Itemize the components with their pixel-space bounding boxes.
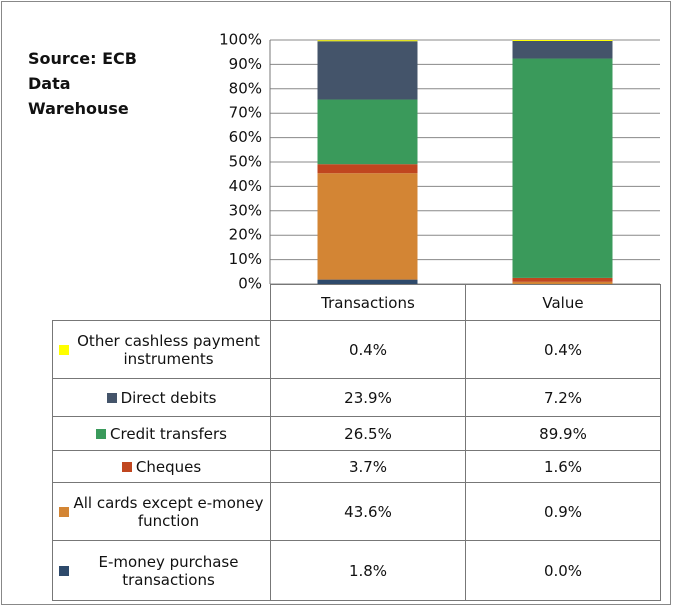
y-tick-label: 70% <box>229 104 262 122</box>
table-header: Transactions <box>270 284 466 321</box>
value-cell: 1.6% <box>465 450 661 483</box>
table-header: Value <box>465 284 661 321</box>
bar-segment <box>317 164 418 174</box>
legend-label: E-money purchase transactions <box>98 552 239 589</box>
legend-cell: All cards except e-money function <box>52 482 271 541</box>
y-tick-label: 90% <box>229 55 262 73</box>
legend-cell: E-money purchase transactions <box>52 540 271 601</box>
value-cell: 1.8% <box>270 540 466 601</box>
bar-segment <box>512 58 613 278</box>
value-cell: 0.0% <box>465 540 661 601</box>
bar-segment <box>512 40 613 41</box>
bar-segment <box>512 40 613 59</box>
y-tick-label: 60% <box>229 128 262 146</box>
y-tick-label: 10% <box>229 250 262 268</box>
bar-segment <box>512 281 613 284</box>
legend-cell: Credit transfers <box>52 416 271 451</box>
legend-cell: Other cashless payment instruments <box>52 320 271 379</box>
y-tick-label: 20% <box>229 226 262 244</box>
source-note: Source: ECB Data Warehouse <box>28 49 137 118</box>
bar-segment <box>317 173 418 280</box>
bar-segment <box>317 40 418 42</box>
legend-swatch <box>59 344 69 355</box>
y-tick-label: 100% <box>219 31 262 49</box>
legend-swatch <box>59 565 69 576</box>
legend-label: All cards except e-money function <box>73 493 264 530</box>
value-cell: 3.7% <box>270 450 466 483</box>
value-cell: 23.9% <box>270 378 466 417</box>
y-tick-label: 0% <box>238 275 262 293</box>
legend-cell: Cheques <box>52 450 271 483</box>
bar-segment <box>317 99 418 165</box>
value-cell: 89.9% <box>465 416 661 451</box>
legend-swatch <box>96 428 107 439</box>
value-cell: 0.4% <box>270 320 466 379</box>
legend-cell: Direct debits <box>52 378 271 417</box>
legend-swatch <box>59 506 69 517</box>
legend-label: Cheques <box>135 457 202 476</box>
value-cell: 0.9% <box>465 482 661 541</box>
legend-label: Direct debits <box>120 388 217 407</box>
value-cell: 0.4% <box>465 320 661 379</box>
value-cell: 7.2% <box>465 378 661 417</box>
y-tick-label: 40% <box>229 177 262 195</box>
bar-segment <box>317 279 418 284</box>
legend-label: Credit transfers <box>110 424 227 443</box>
y-tick-label: 80% <box>229 79 262 97</box>
value-cell: 26.5% <box>270 416 466 451</box>
bar-segment <box>512 277 613 282</box>
legend-label: Other cashless payment instruments <box>77 331 260 368</box>
legend-swatch <box>106 392 117 403</box>
legend-swatch <box>121 461 132 472</box>
y-tick-label: 50% <box>229 153 262 171</box>
bar-segment <box>317 41 418 100</box>
y-tick-label: 30% <box>229 201 262 219</box>
value-cell: 43.6% <box>270 482 466 541</box>
